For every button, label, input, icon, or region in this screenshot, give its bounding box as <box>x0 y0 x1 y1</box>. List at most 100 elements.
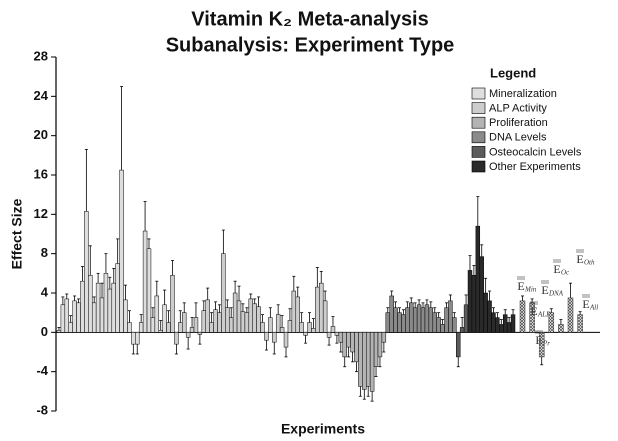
bar <box>209 322 214 333</box>
bar <box>334 332 340 336</box>
bar <box>471 275 477 333</box>
bar <box>88 275 93 333</box>
bar <box>365 332 371 387</box>
bar <box>487 300 492 333</box>
bar <box>483 292 488 333</box>
bar <box>68 322 73 333</box>
bar <box>131 332 136 345</box>
bar <box>283 332 289 348</box>
bar <box>213 309 218 333</box>
bar <box>440 324 445 333</box>
bar <box>221 253 226 333</box>
estimate-bar <box>567 297 574 333</box>
bar <box>111 282 116 333</box>
bar <box>64 298 69 333</box>
y-tick-label: 16 <box>34 166 48 181</box>
bar <box>107 288 113 333</box>
bar <box>315 286 320 333</box>
bar <box>467 270 473 333</box>
bar <box>217 312 222 333</box>
bar <box>506 322 512 333</box>
bar <box>311 328 316 333</box>
bar <box>330 326 336 333</box>
bar <box>350 332 355 353</box>
bar <box>409 302 414 333</box>
bar <box>197 332 203 335</box>
bar <box>182 312 187 333</box>
bar <box>225 307 230 333</box>
bar <box>401 314 406 333</box>
bar <box>142 230 148 333</box>
y-axis-label: Effect Size <box>9 198 25 269</box>
bar <box>428 307 434 333</box>
bar <box>252 303 257 333</box>
legend-label: Mineralization <box>489 88 557 100</box>
bar <box>91 302 97 333</box>
estimate-subscript: DNA <box>548 290 564 298</box>
bar <box>268 317 273 333</box>
bar <box>389 295 394 333</box>
bar <box>60 304 66 333</box>
bar <box>299 322 304 333</box>
bar <box>256 306 261 333</box>
bar <box>72 300 77 333</box>
bar <box>393 307 398 333</box>
legend-swatch <box>471 131 486 144</box>
estimate-symbol: E <box>530 304 537 318</box>
bar <box>405 307 410 333</box>
bar <box>264 332 269 341</box>
bar <box>228 317 234 333</box>
bar <box>115 263 120 333</box>
legend-label: ALP Activity <box>489 103 547 115</box>
bar <box>307 322 312 333</box>
estimate-subscript: Oc <box>561 269 570 277</box>
bar <box>358 332 363 387</box>
bar <box>373 332 379 368</box>
bar <box>240 311 246 333</box>
legend-title: Legend <box>490 65 536 80</box>
bar <box>84 211 89 333</box>
bar <box>275 314 281 333</box>
bar <box>499 324 504 333</box>
bar <box>193 317 199 333</box>
y-tick-label: 0 <box>41 324 48 339</box>
bar <box>303 332 308 336</box>
bar <box>444 307 449 333</box>
bar <box>205 299 210 333</box>
bar <box>154 295 160 333</box>
bar <box>123 299 128 333</box>
legend-label: DNA Levels <box>489 132 547 144</box>
bar <box>381 332 387 343</box>
bar <box>189 327 195 333</box>
bar <box>448 300 453 333</box>
estimate-bar <box>577 314 583 333</box>
bar <box>424 304 430 333</box>
estimate-bar <box>548 312 555 333</box>
estimate-bar <box>519 300 526 333</box>
legend-swatch <box>471 116 486 129</box>
bar <box>459 327 465 333</box>
bar <box>416 304 422 333</box>
bar <box>369 332 375 392</box>
bar <box>342 332 347 358</box>
y-tick-label: -8 <box>36 402 48 417</box>
legend-label: Proliferation <box>489 117 548 129</box>
estimate-subscript: Min <box>524 286 537 294</box>
y-tick-label: 20 <box>34 127 48 142</box>
bar <box>272 332 277 343</box>
bar <box>503 314 508 333</box>
bar <box>166 322 171 333</box>
estimate-symbol: E <box>582 297 589 311</box>
bar <box>291 290 297 333</box>
estimate-symbol: E <box>535 333 542 347</box>
legend-label: Osteocalcin Levels <box>489 146 582 158</box>
y-tick-label: 4 <box>41 284 49 299</box>
bar <box>260 322 265 333</box>
bar <box>232 292 238 333</box>
bar <box>362 332 367 390</box>
bar <box>326 332 332 338</box>
legend-swatch <box>471 102 486 114</box>
bar <box>354 332 359 363</box>
legend-swatch <box>471 146 486 158</box>
